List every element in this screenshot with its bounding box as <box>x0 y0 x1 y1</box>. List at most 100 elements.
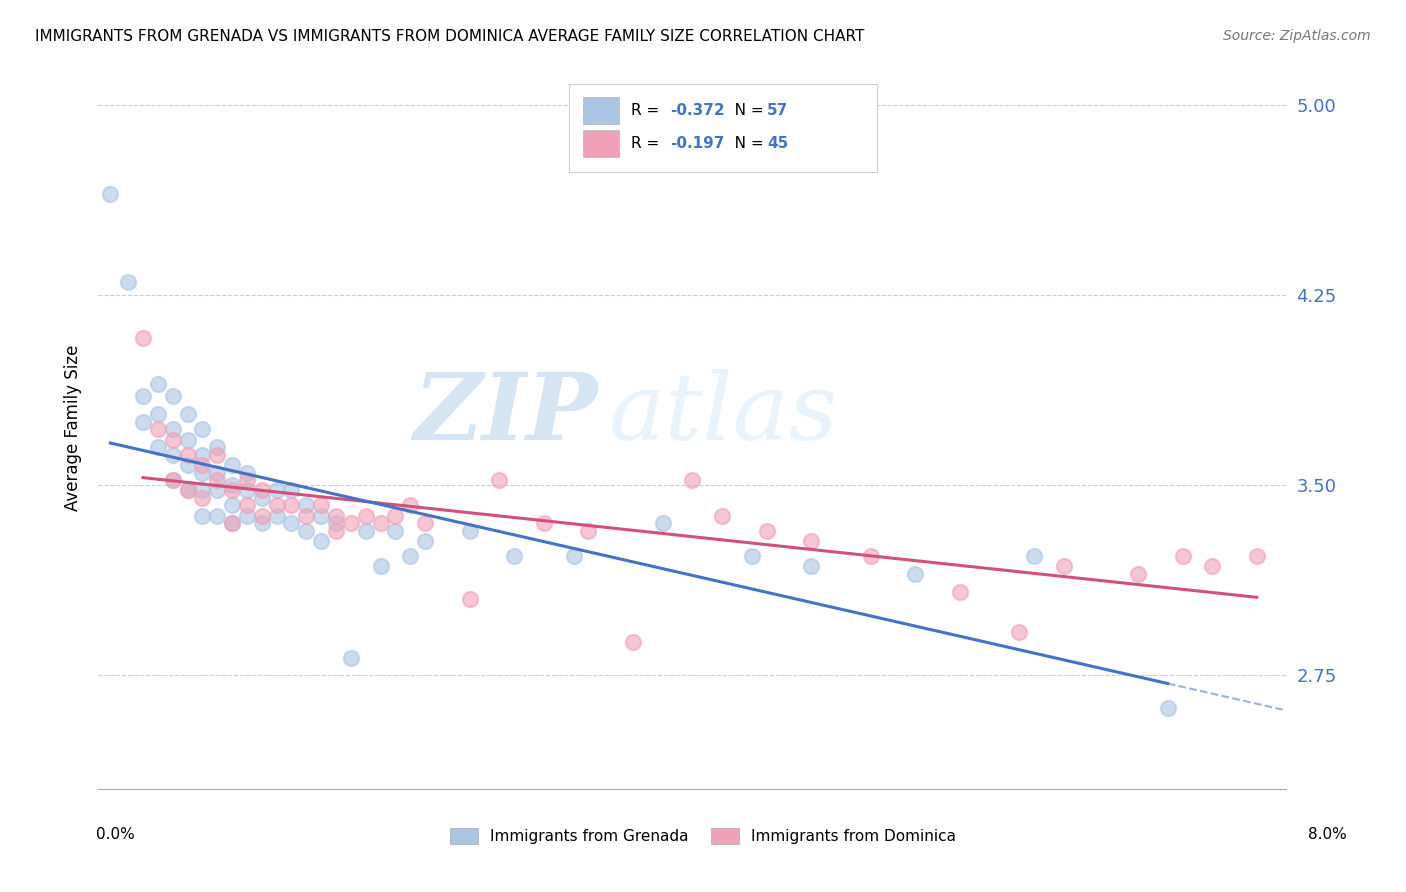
Text: 0.0%: 0.0% <box>96 827 135 841</box>
Text: 45: 45 <box>768 136 789 152</box>
Text: IMMIGRANTS FROM GRENADA VS IMMIGRANTS FROM DOMINICA AVERAGE FAMILY SIZE CORRELAT: IMMIGRANTS FROM GRENADA VS IMMIGRANTS FR… <box>35 29 865 44</box>
Point <box>207 440 229 454</box>
Point <box>191 458 214 472</box>
Point <box>176 458 198 472</box>
Point <box>488 473 510 487</box>
Point <box>325 524 347 538</box>
Point <box>1126 566 1149 581</box>
Point <box>1008 625 1031 640</box>
Point <box>146 376 169 391</box>
Point <box>221 516 243 531</box>
Point <box>266 483 288 498</box>
Point <box>384 524 406 538</box>
Point <box>458 524 481 538</box>
Text: -0.372: -0.372 <box>669 103 724 118</box>
Point <box>280 483 302 498</box>
Point <box>621 635 644 649</box>
Point <box>191 483 214 498</box>
FancyBboxPatch shape <box>583 96 619 124</box>
Point <box>562 549 585 564</box>
Point <box>949 584 972 599</box>
Point <box>236 483 259 498</box>
Text: Source: ZipAtlas.com: Source: ZipAtlas.com <box>1223 29 1371 43</box>
Point <box>117 276 139 290</box>
Point <box>413 533 436 548</box>
Point <box>176 433 198 447</box>
Point <box>176 483 198 498</box>
Point <box>711 508 734 523</box>
Point <box>681 473 703 487</box>
Point <box>162 422 184 436</box>
Point <box>162 389 184 403</box>
Point <box>132 389 155 403</box>
Point <box>1171 549 1194 564</box>
Point <box>309 508 332 523</box>
Point <box>207 448 229 462</box>
Point <box>280 499 302 513</box>
Point <box>340 516 363 531</box>
Text: ZIP: ZIP <box>413 368 598 458</box>
Point <box>800 559 823 574</box>
Point <box>295 499 318 513</box>
Text: 57: 57 <box>768 103 789 118</box>
Point <box>236 473 259 487</box>
Point <box>236 466 259 480</box>
Point <box>295 524 318 538</box>
Point <box>1246 549 1268 564</box>
Point <box>266 499 288 513</box>
Point <box>309 499 332 513</box>
Point <box>250 516 273 531</box>
Text: R =: R = <box>631 136 664 152</box>
Point <box>221 499 243 513</box>
Point <box>503 549 526 564</box>
Point <box>221 516 243 531</box>
FancyBboxPatch shape <box>583 130 619 157</box>
Point <box>1156 701 1178 715</box>
Point <box>207 466 229 480</box>
Point <box>266 508 288 523</box>
Point <box>325 508 347 523</box>
Point <box>176 448 198 462</box>
Point <box>250 508 273 523</box>
Point <box>533 516 555 531</box>
Point <box>221 483 243 498</box>
Point <box>800 533 823 548</box>
Point <box>146 407 169 421</box>
Point <box>1053 559 1076 574</box>
Point <box>236 499 259 513</box>
Text: R =: R = <box>631 103 664 118</box>
Point <box>162 473 184 487</box>
Point <box>904 566 927 581</box>
Point <box>578 524 600 538</box>
Point <box>146 440 169 454</box>
Point <box>207 483 229 498</box>
Text: 8.0%: 8.0% <box>1308 827 1347 841</box>
Point <box>384 508 406 523</box>
Point <box>221 458 243 472</box>
Point <box>399 549 422 564</box>
Text: atlas: atlas <box>609 368 839 458</box>
Point <box>741 549 763 564</box>
Point <box>755 524 778 538</box>
Point <box>295 508 318 523</box>
Point <box>354 524 377 538</box>
Point <box>399 499 422 513</box>
Point <box>250 483 273 498</box>
Point <box>191 422 214 436</box>
Point <box>413 516 436 531</box>
Point <box>370 559 392 574</box>
Point <box>191 448 214 462</box>
Point <box>132 415 155 429</box>
Point <box>309 533 332 548</box>
Point <box>162 473 184 487</box>
Point <box>250 491 273 505</box>
Point <box>859 549 882 564</box>
Text: -0.197: -0.197 <box>669 136 724 152</box>
Point <box>280 516 302 531</box>
Point <box>354 508 377 523</box>
Point <box>132 331 155 345</box>
Point <box>191 466 214 480</box>
Y-axis label: Average Family Size: Average Family Size <box>63 345 82 511</box>
Point <box>162 448 184 462</box>
Point <box>1201 559 1223 574</box>
